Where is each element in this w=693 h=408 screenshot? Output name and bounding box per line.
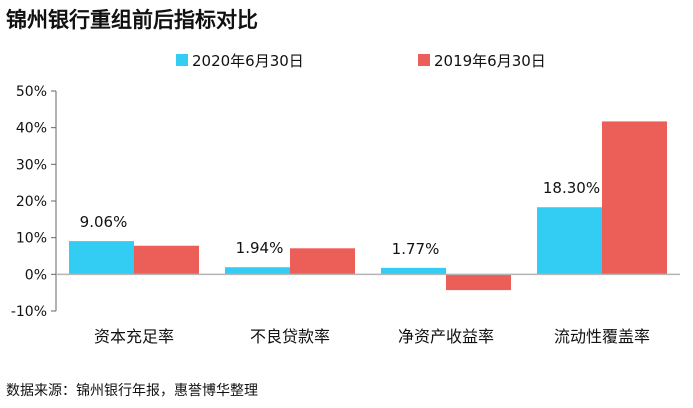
category-label: 流动性覆盖率	[554, 327, 650, 346]
y-tick-label: 0%	[25, 267, 47, 283]
data-label: 1.77%	[392, 240, 440, 258]
bar-2019-0	[134, 245, 199, 275]
bar-2020-3	[537, 207, 602, 275]
bar-2020-0	[69, 241, 134, 275]
data-label: 9.06%	[80, 213, 128, 231]
data-label: 18.30%	[543, 179, 600, 197]
x-axis: 资本充足率 不良贷款率 净资产收益率 流动性覆盖率	[56, 273, 680, 346]
bar-2019-3	[602, 121, 667, 275]
category-label: 资本充足率	[94, 327, 174, 346]
legend-label: 2020年6月30日	[192, 52, 304, 70]
y-tick-label: -10%	[11, 304, 47, 320]
y-tick-label: 50%	[16, 84, 47, 100]
data-label: 1.94%	[236, 239, 284, 257]
y-tick-label: 20%	[16, 194, 47, 210]
y-tick-label: 40%	[16, 121, 47, 137]
y-axis: 50% 40% 30% 20% 10% 0% -10%	[11, 84, 57, 320]
legend: 2020年6月30日 2019年6月30日	[176, 52, 546, 70]
legend-swatch	[418, 54, 430, 66]
bar-2020-1	[225, 267, 290, 275]
category-label: 不良贷款率	[250, 327, 330, 346]
legend-swatch	[176, 54, 188, 66]
y-tick-label: 10%	[16, 231, 47, 247]
bar-2020-2	[381, 267, 446, 275]
bar-2019-1	[290, 248, 355, 275]
chart-title: 锦州银行重组前后指标对比	[6, 8, 258, 32]
bar-2019-2	[446, 274, 511, 291]
legend-label: 2019年6月30日	[434, 52, 546, 70]
bars: 9.06% 1.94% 1.77% 18.30%	[69, 121, 667, 291]
category-label: 净资产收益率	[398, 327, 494, 346]
y-tick-label: 30%	[16, 157, 47, 173]
data-source-note: 数据来源：锦州银行年报，惠誉博华整理	[6, 383, 258, 399]
